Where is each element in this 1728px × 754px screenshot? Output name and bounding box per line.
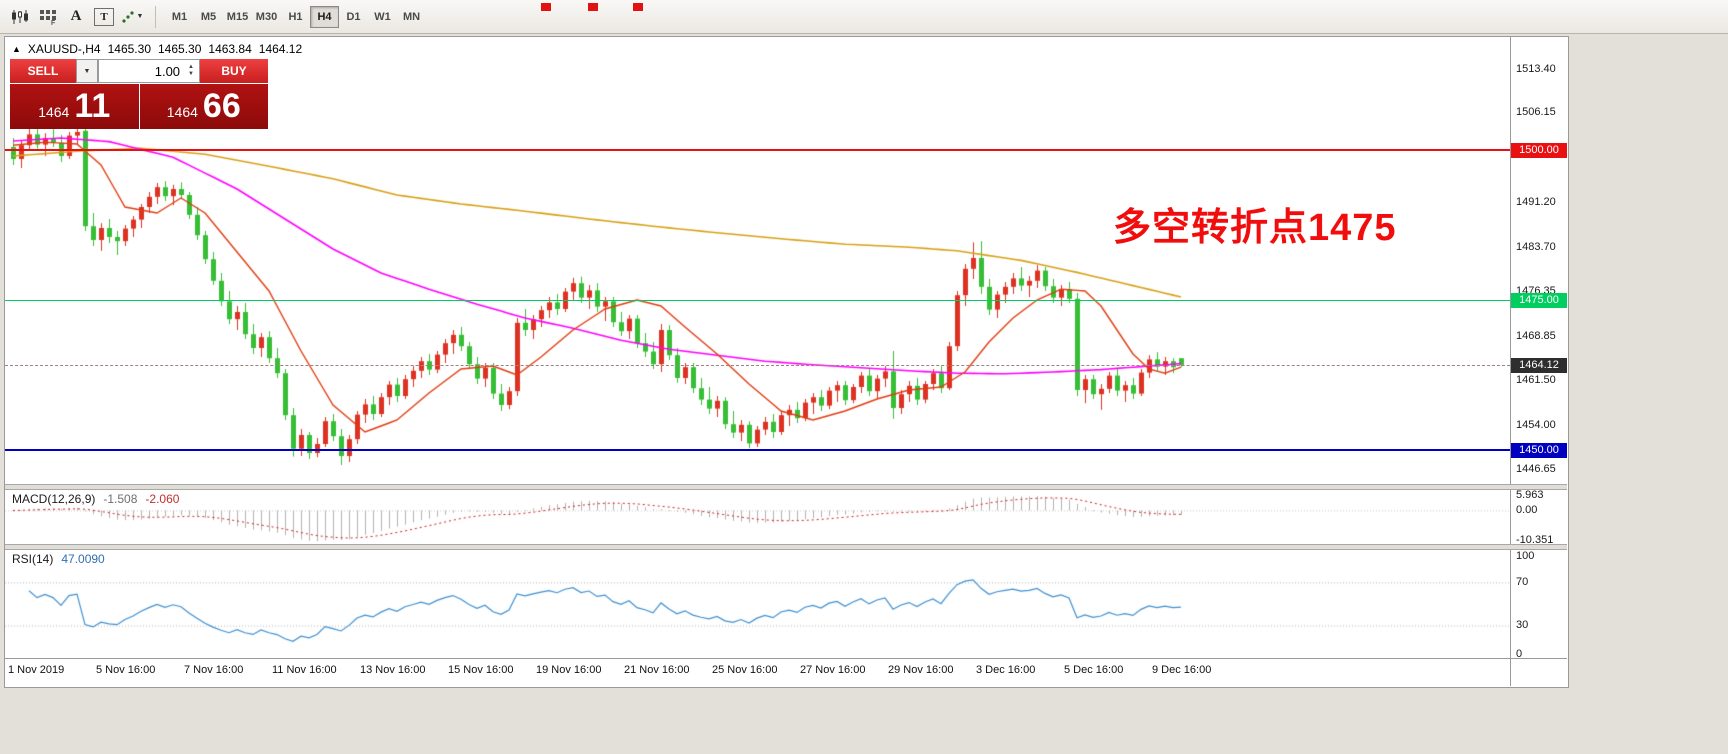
rsi-indicator-canvas[interactable] — [5, 550, 1510, 658]
caret-down-icon: ▼ — [83, 67, 91, 75]
timeframe-button-m5[interactable]: M5 — [200, 10, 217, 23]
time-axis-label: 29 Nov 16:00 — [888, 664, 954, 676]
red-marker-icon — [541, 3, 551, 11]
pane-splitter[interactable] — [5, 484, 1567, 490]
time-axis-label: 11 Nov 16:00 — [272, 664, 337, 676]
chart-text-annotation[interactable]: 多空转折点1475 — [1113, 207, 1397, 249]
price-axis-label: 1483.70 — [1516, 240, 1556, 253]
price-line-1500.00[interactable] — [5, 149, 1510, 151]
one-click-trading-panel: SELL ▼ 1.00 ▲ ▼ BUY 1464 11 1464 66 — [10, 59, 268, 129]
timeframe-button-h1[interactable]: H1 — [288, 10, 303, 23]
chart-shift-icon[interactable]: F — [36, 5, 60, 29]
price-axis-label: 1491.20 — [1516, 195, 1556, 208]
chart-tools-dropdown[interactable]: ▼ — [120, 5, 144, 29]
time-axis-label: 13 Nov 16:00 — [360, 664, 426, 676]
font-tool-icon[interactable]: A — [70, 8, 82, 24]
macd-signal-value: -2.060 — [145, 492, 180, 506]
macd-indicator-canvas[interactable] — [5, 490, 1510, 544]
macd-name: MACD(12,26,9) — [12, 492, 96, 506]
pane-splitter[interactable] — [5, 544, 1567, 550]
text-box-tool-icon[interactable]: T — [94, 7, 114, 26]
buy-pips: 66 — [202, 87, 241, 125]
sell-price-display[interactable]: 1464 11 — [10, 84, 139, 129]
chevron-down-icon: ▼ — [136, 13, 144, 20]
timeframe-button-h4[interactable]: H4 — [310, 5, 339, 28]
timeframe-button-mn[interactable]: MN — [402, 10, 421, 23]
candlestick-chart-icon[interactable] — [8, 5, 32, 29]
macd-axis-label: 0.00 — [1516, 503, 1538, 516]
high-value: 1465.30 — [158, 42, 202, 56]
price-axis-label: 1454.00 — [1516, 419, 1556, 431]
time-axis-label: 19 Nov 16:00 — [536, 664, 602, 676]
rsi-axis-label: 0 — [1516, 648, 1523, 660]
buy-price-display[interactable]: 1464 66 — [139, 84, 268, 129]
time-axis-label: 5 Dec 16:00 — [1064, 664, 1124, 676]
macd-label: MACD(12,26,9) -1.508 -2.060 — [12, 492, 179, 506]
buy-button[interactable]: BUY — [200, 59, 268, 83]
time-axis-label: 27 Nov 16:00 — [800, 664, 866, 676]
rsi-axis-label: 30 — [1516, 619, 1529, 632]
time-axis-separator — [5, 658, 1567, 659]
rsi-label: RSI(14) 47.0090 — [12, 552, 105, 566]
sell-big-figure: 1464 — [38, 103, 70, 120]
current-price-tag: 1464.12 — [1511, 358, 1567, 374]
time-axis-label: 15 Nov 16:00 — [448, 664, 514, 676]
macd-axis-label: -10.351 — [1516, 534, 1554, 547]
sell-button[interactable]: SELL — [10, 59, 76, 83]
price-axis-label: 1468.85 — [1516, 329, 1556, 342]
macd-axis-label: 5.963 — [1516, 489, 1544, 501]
time-axis-label: 5 Nov 16:00 — [96, 664, 156, 676]
red-marker-icon — [588, 3, 598, 11]
rsi-axis-label: 100 — [1516, 550, 1535, 562]
time-axis-label: 3 Dec 16:00 — [976, 664, 1036, 676]
price-line-1475.00[interactable] — [5, 299, 1510, 301]
time-axis-label: 1 Nov 2019 — [8, 664, 65, 676]
trade-dropdown-button[interactable]: ▼ — [76, 59, 98, 83]
sell-pips: 11 — [74, 87, 111, 125]
price-axis-label: 1513.40 — [1516, 62, 1556, 75]
price-line-1450.00[interactable] — [5, 449, 1510, 451]
rsi-axis-label: 70 — [1516, 575, 1529, 588]
svg-text:F: F — [51, 20, 55, 25]
timeframe-button-m30[interactable]: M30 — [255, 10, 278, 23]
buy-big-figure: 1464 — [166, 103, 198, 120]
rsi-value: 47.0090 — [61, 552, 105, 566]
timeframe-button-d1[interactable]: D1 — [346, 10, 361, 23]
time-axis-label: 21 Nov 16:00 — [624, 664, 690, 676]
timeframe-button-m15[interactable]: M15 — [226, 10, 249, 23]
price-tag-1450.00: 1450.00 — [1511, 443, 1567, 458]
price-tag-1475.00: 1475.00 — [1511, 293, 1567, 308]
trade-panel-toggle-icon[interactable]: ▲ — [12, 44, 21, 54]
time-axis-label: 25 Nov 16:00 — [712, 664, 778, 676]
price-tag-1500.00: 1500.00 — [1511, 143, 1567, 158]
time-axis-label: 7 Nov 16:00 — [184, 664, 244, 676]
main-toolbar: F A T ▼ M1 M5 M15 M30 H1 H4 D1 W1 MN — [0, 0, 1728, 34]
rsi-name: RSI(14) — [12, 552, 54, 566]
time-axis-label: 9 Dec 16:00 — [1152, 664, 1212, 676]
open-value: 1465.30 — [107, 42, 151, 56]
current-price-line — [5, 365, 1510, 367]
ohlc-readout: ▲ XAUUSD-,H4 1465.30 1465.30 1463.84 146… — [12, 42, 302, 56]
close-value: 1464.12 — [258, 42, 303, 56]
price-axis-label: 1446.65 — [1516, 463, 1556, 476]
low-value: 1463.84 — [208, 42, 252, 56]
lot-size-value: 1.00 — [154, 63, 181, 79]
symbol-period-label: XAUUSD-,H4 — [27, 42, 101, 56]
price-axis-separator — [1510, 37, 1511, 686]
price-axis-label: 1506.15 — [1516, 106, 1556, 119]
price-axis-label: 1461.50 — [1516, 374, 1556, 386]
timeframe-button-w1[interactable]: W1 — [374, 10, 391, 23]
lot-increase-button[interactable]: ▲ — [188, 64, 194, 70]
timeframe-button-m1[interactable]: M1 — [171, 10, 188, 23]
lot-decrease-button[interactable]: ▼ — [188, 71, 194, 77]
toolbar-separator — [155, 5, 156, 28]
macd-main-value: -1.508 — [103, 492, 138, 506]
red-marker-icon — [633, 3, 643, 11]
timeframe-toolbar: M1 M5 M15 M30 H1 H4 D1 W1 MN — [165, 5, 426, 28]
lot-size-input[interactable]: 1.00 ▲ ▼ — [98, 59, 200, 83]
